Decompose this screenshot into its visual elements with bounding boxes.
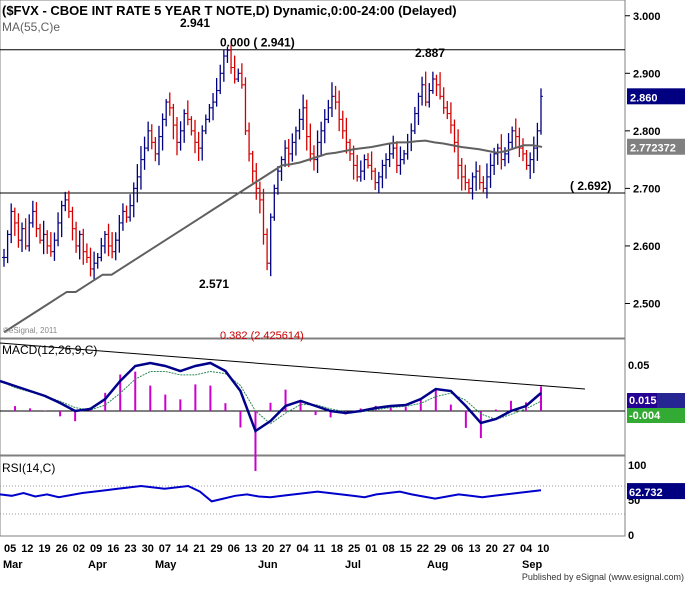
support-label: ( 2.692) <box>570 179 611 193</box>
day-tick-label: 13 <box>468 543 480 555</box>
annotation-fib: 0.382 (2.425614) <box>220 330 304 342</box>
macd-trendline <box>0 342 586 390</box>
rsi-label: RSI(14,C) <box>2 461 55 475</box>
day-tick-label: 04 <box>296 543 309 555</box>
price-panel <box>0 0 626 339</box>
rsi-panel <box>0 455 626 537</box>
price-tick-label: 2.900 <box>633 68 661 80</box>
macd-series: 0.05 0.015 -0.004 <box>0 342 685 471</box>
price-tick-label: 3.000 <box>633 11 661 23</box>
annotation-high: 2.941 <box>180 16 210 30</box>
day-tick-label: 09 <box>90 543 102 555</box>
day-tick-label: 29 <box>210 543 222 555</box>
day-tick-label: 27 <box>503 543 515 555</box>
chart-title: ($FVX - CBOE INT RATE 5 YEAR T NOTE,D) D… <box>2 3 457 18</box>
day-tick-label: 18 <box>331 543 343 555</box>
month-label: Aug <box>427 559 448 571</box>
macd-signal-line <box>0 370 542 425</box>
signal-value-bg <box>627 408 685 423</box>
rsi-tick-label: 100 <box>628 460 646 472</box>
day-tick-label: 25 <box>348 543 360 555</box>
ma-value-label: 2.772372 <box>630 143 676 155</box>
day-tick-label: 06 <box>228 543 240 555</box>
annotation-peak: 2.887 <box>415 46 445 60</box>
day-tick-label: 11 <box>314 543 326 555</box>
ma-line <box>3 139 543 334</box>
current-price-label-bg <box>627 88 685 105</box>
macd-value-label: 0.015 <box>629 395 657 407</box>
day-tick-label: 04 <box>520 543 533 555</box>
date-axis <box>0 537 686 584</box>
rsi-line <box>0 484 542 503</box>
annotations: 2.941 2.571 2.887 0.382 (2.425614) <box>180 16 445 342</box>
day-tick-label: 02 <box>73 543 85 555</box>
macd-label: MACD(12,26,9,C) <box>2 343 97 357</box>
macd-tick-label: 0.05 <box>628 360 649 372</box>
rsi-value-label: 62.732 <box>629 487 663 499</box>
price-tick-label: 2.600 <box>633 241 661 253</box>
day-tick-label: 16 <box>107 543 119 555</box>
annotation-low: 2.571 <box>199 277 229 291</box>
price-tick-label: 2.500 <box>633 298 661 310</box>
day-tick-label: 23 <box>124 543 136 555</box>
ohlc-bars <box>2 44 543 280</box>
rsi-value-bg <box>627 483 685 500</box>
footer: Published by eSignal (www.esignal.com) <box>522 572 684 582</box>
day-tick-label: 29 <box>434 543 446 555</box>
day-tick-label: 06 <box>451 543 463 555</box>
macd-panel <box>0 338 626 456</box>
month-label: Mar <box>3 559 23 571</box>
price-axis: 3.000 2.900 2.800 2.700 2.600 2.500 2.860 2.772… <box>625 11 685 310</box>
day-tick-label: 07 <box>159 543 171 555</box>
price-tick-label: 2.700 <box>633 183 661 195</box>
day-tick-label: 10 <box>537 543 549 555</box>
day-tick-label: 05 <box>4 543 16 555</box>
current-price-label: 2.860 <box>630 92 658 104</box>
resistance-label: 0.000 ( 2.941) <box>220 36 295 50</box>
signal-value-label: -0.004 <box>629 410 661 422</box>
month-label: Jul <box>345 559 361 571</box>
month-label: May <box>155 559 177 571</box>
level-lines: ( 2.692) 0.000 ( 2.941) <box>0 36 625 194</box>
day-tick-label: 19 <box>38 543 50 555</box>
day-tick-label: 12 <box>21 543 33 555</box>
ma-label: MA(55,C)e <box>2 20 60 34</box>
day-tick-label: 15 <box>400 543 412 555</box>
day-tick-label: 22 <box>417 543 429 555</box>
price-tick-label: 2.800 <box>633 126 661 138</box>
day-tick-label: 08 <box>382 543 394 555</box>
day-tick-label: 14 <box>176 543 189 555</box>
ma-value-label-bg <box>627 138 685 155</box>
rsi-tick-label: 0 <box>628 530 634 542</box>
day-tick-label: 21 <box>193 543 205 555</box>
day-tick-label: 26 <box>56 543 68 555</box>
day-tick-label: 27 <box>279 543 291 555</box>
macd-line <box>0 361 542 433</box>
month-label: Sep <box>522 559 542 571</box>
month-label: Apr <box>88 559 108 571</box>
month-label: Jun <box>258 559 278 571</box>
macd-value-bg2 <box>627 393 685 408</box>
day-tick-label: 01 <box>365 543 377 555</box>
day-tick-label: 20 <box>486 543 498 555</box>
x-axis: 05 12 19 26 02 09 16 23 30 07 14 21 29 06 13 20 27 04 11 18… <box>3 543 549 571</box>
moving-average <box>3 139 543 334</box>
day-tick-label: 20 <box>262 543 274 555</box>
day-tick-label: 30 <box>142 543 154 555</box>
watermark: ©eSignal, 2011 <box>3 326 58 335</box>
day-tick-label: 13 <box>245 543 257 555</box>
